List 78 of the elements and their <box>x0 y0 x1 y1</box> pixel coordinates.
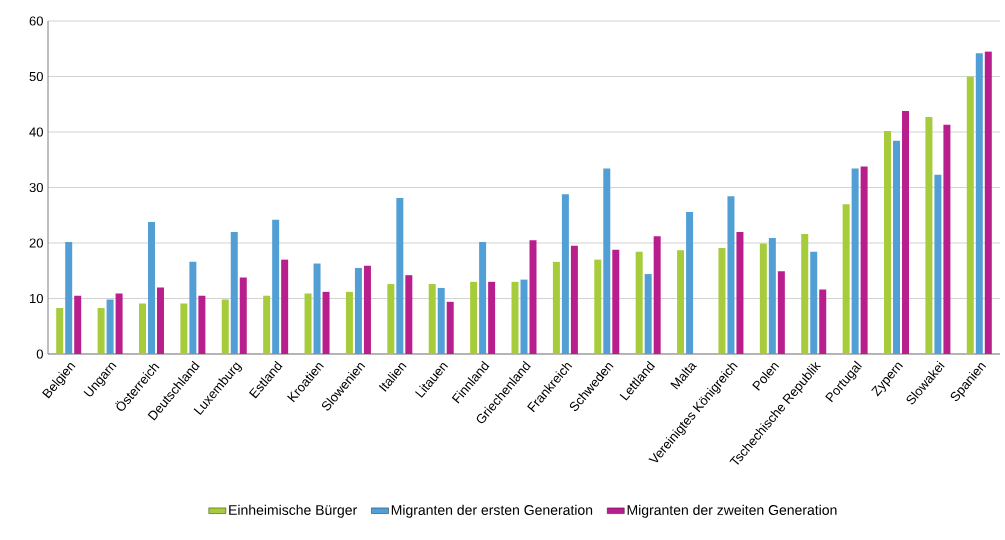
legend-label: Migranten der ersten Generation <box>391 504 593 518</box>
bar <box>842 204 850 354</box>
y-tick-label: 60 <box>29 16 43 26</box>
bar <box>198 295 206 354</box>
legend-label: Migranten der zweiten Generation <box>627 504 837 518</box>
bar <box>387 284 395 354</box>
bar <box>56 307 64 354</box>
bar <box>446 301 454 354</box>
bar <box>281 259 289 354</box>
bar <box>322 291 330 354</box>
y-tick-label: 10 <box>30 293 43 304</box>
bar <box>561 194 569 354</box>
bar <box>925 117 933 354</box>
bar <box>612 249 620 354</box>
bar <box>975 53 983 354</box>
y-tick-label: 30 <box>29 182 43 193</box>
legend-label: Einheimische Bürger <box>229 504 357 518</box>
bar <box>345 291 353 354</box>
bar <box>801 234 809 354</box>
bar <box>189 261 197 354</box>
bar <box>884 130 892 354</box>
bar <box>138 303 146 354</box>
bar <box>97 307 105 354</box>
bar <box>479 241 487 354</box>
bar <box>115 293 123 354</box>
bar <box>686 211 694 354</box>
bar <box>263 295 271 354</box>
bar <box>488 281 496 354</box>
y-tick-label: 40 <box>29 127 43 137</box>
bar <box>239 277 247 354</box>
bar <box>529 240 537 354</box>
bar <box>147 221 155 354</box>
bar <box>106 299 114 354</box>
bar <box>230 231 238 354</box>
bar <box>736 231 744 354</box>
bar <box>966 76 974 354</box>
bar <box>405 275 413 354</box>
bar <box>653 236 661 354</box>
bar <box>272 219 280 354</box>
bar <box>511 281 519 354</box>
bar <box>893 140 901 354</box>
bar <box>313 263 321 354</box>
bar <box>396 198 404 354</box>
bar <box>777 271 785 354</box>
bar <box>74 295 82 354</box>
bar <box>363 265 371 354</box>
bar <box>570 245 578 354</box>
bar <box>594 259 602 354</box>
bar <box>943 124 951 354</box>
bar <box>984 51 992 354</box>
bar <box>552 261 560 354</box>
bar <box>810 251 818 354</box>
y-tick-label: 0 <box>36 349 43 359</box>
bar <box>644 274 652 354</box>
bar <box>635 251 643 354</box>
bar <box>860 166 868 354</box>
bar <box>677 250 685 354</box>
bar <box>304 293 312 354</box>
y-tick-label: 20 <box>29 238 43 248</box>
bar <box>65 241 73 354</box>
bar <box>428 284 436 354</box>
bar <box>902 110 910 354</box>
bar <box>727 196 735 354</box>
bar <box>718 247 726 354</box>
bar <box>437 287 445 354</box>
bar <box>520 279 528 354</box>
bar <box>156 287 164 354</box>
bar <box>934 174 942 354</box>
bar <box>768 238 776 354</box>
bar <box>354 267 362 354</box>
bar <box>221 299 229 354</box>
bar <box>819 289 827 354</box>
bar <box>759 243 767 354</box>
bar <box>180 303 188 354</box>
bar <box>603 168 611 354</box>
y-tick-label: 50 <box>29 71 43 82</box>
bar <box>851 168 859 354</box>
bar <box>470 281 478 354</box>
